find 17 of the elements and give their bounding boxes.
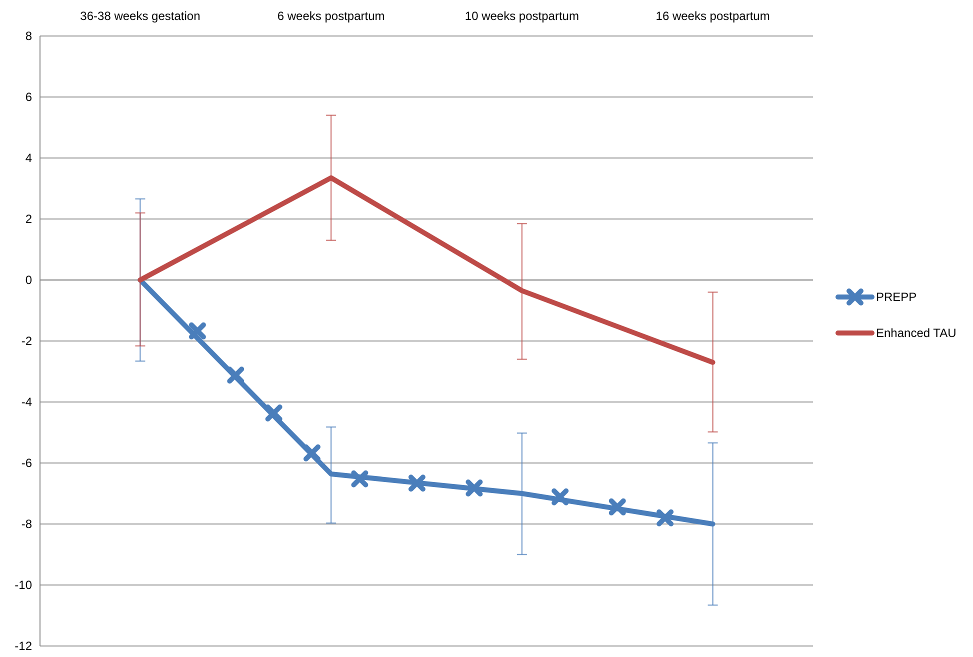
y-tick-label: 0 (25, 272, 32, 287)
y-tick-label: 6 (25, 90, 32, 104)
y-tick-label: -4 (21, 394, 32, 409)
x-tick-label: 6 weeks postpartum (277, 9, 385, 23)
y-tick-label: 2 (25, 212, 32, 226)
y-tick-label: 8 (25, 28, 32, 43)
x-tick-label: 16 weeks postpartum (656, 9, 770, 23)
y-tick-label: -8 (21, 516, 32, 531)
x-tick-label: 36-38 weeks gestation (80, 9, 200, 23)
y-tick-label: 4 (25, 150, 32, 165)
legend-label: PREPP (876, 290, 917, 304)
y-tick-label: -6 (21, 456, 32, 470)
x-tick-label: 10 weeks postpartum (464, 9, 579, 23)
legend-label: Enhanced TAU (876, 326, 956, 340)
y-tick-label: -10 (14, 578, 32, 592)
y-tick-label: -2 (21, 334, 32, 348)
y-tick-label: -12 (14, 638, 32, 653)
